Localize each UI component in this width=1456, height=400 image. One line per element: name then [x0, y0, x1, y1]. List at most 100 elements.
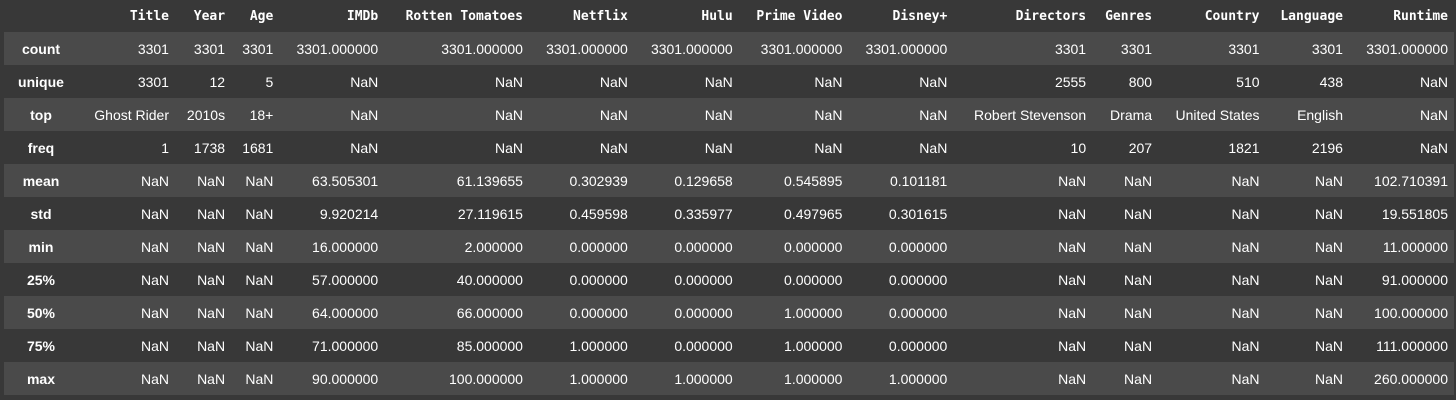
table-row: 25% NaN NaN NaN 57.000000 40.000000 0.000000 0.… [4, 263, 1454, 296]
table-cell: NaN [704, 106, 733, 123]
table-cell: 3301.000000 [441, 40, 523, 57]
table-cell: 64.000000 [312, 304, 379, 321]
table-cell: NaN [140, 304, 169, 321]
table-cell: 510 [1236, 73, 1260, 90]
table-cell: NaN [494, 106, 523, 123]
column-header: Title [78, 0, 175, 32]
column-header: Year [174, 0, 232, 32]
table-cell: NaN [1314, 271, 1343, 288]
table-cell: NaN [1314, 370, 1343, 387]
row-index-label: count [21, 40, 61, 57]
table-cell: 0.000000 [674, 271, 733, 288]
column-header: Runtime [1348, 0, 1454, 32]
table-cell: NaN [197, 304, 226, 321]
table-cell: 63.505301 [312, 172, 379, 189]
table-cell: 90.000000 [312, 370, 379, 387]
table-cell: 1681 [242, 139, 274, 156]
index-header-corner [4, 0, 78, 32]
table-cell: NaN [245, 238, 274, 255]
table-cell: 66.000000 [456, 304, 523, 321]
table-cell: 111.000000 [1376, 337, 1448, 354]
table-cell: 2010s [186, 106, 226, 123]
table-cell: 71.000000 [312, 337, 379, 354]
table-cell: NaN [1231, 238, 1260, 255]
table-cell: NaN [245, 172, 274, 189]
table-cell: NaN [1314, 304, 1343, 321]
table-cell: NaN [140, 337, 169, 354]
table-cell: Ghost Rider [94, 106, 169, 123]
table-cell: NaN [1058, 370, 1087, 387]
table-cell: 100.000000 [449, 370, 523, 387]
table-cell: NaN [1058, 172, 1087, 189]
table-cell: 438 [1319, 73, 1343, 90]
table-cell: 207 [1128, 139, 1153, 156]
table-cell: 3301 [137, 40, 169, 57]
column-header: Hulu [633, 0, 739, 32]
table-cell: 1.000000 [784, 337, 843, 354]
table-cell: 0.000000 [674, 238, 733, 255]
table-cell: 2.000000 [464, 238, 523, 255]
table-cell: 1.000000 [784, 304, 843, 321]
table-cell: NaN [599, 73, 628, 90]
column-header: Language [1265, 0, 1349, 32]
table-body: count 3301 3301 3301 3301.000000 3301.000000 3… [4, 32, 1454, 395]
column-header: Age [231, 0, 280, 32]
header-row: Title Year Age IMDb Rotten Tomatoes Netflix Hu… [4, 0, 1454, 32]
table-cell: NaN [140, 172, 169, 189]
table-cell: NaN [704, 139, 733, 156]
table-cell: NaN [1231, 271, 1260, 288]
table-cell: 1738 [193, 139, 226, 156]
column-header: Netflix [528, 0, 634, 32]
table-cell: 3301.000000 [865, 40, 948, 57]
table-cell: 3301 [1054, 40, 1087, 57]
table-cell: 0.000000 [784, 238, 843, 255]
table-cell: 91.000000 [1381, 271, 1448, 288]
table-cell: 1821 [1228, 139, 1260, 156]
table-cell: NaN [814, 73, 843, 90]
table-cell: NaN [140, 205, 169, 222]
table-cell: NaN [1124, 172, 1153, 189]
table-cell: NaN [1419, 139, 1448, 156]
table-cell: 0.545895 [784, 172, 843, 189]
table-cell: 11.000000 [1382, 238, 1448, 255]
column-header: Directors [953, 0, 1093, 32]
table-cell: 3301 [1120, 40, 1153, 57]
table-cell: 1.000000 [569, 370, 628, 387]
table-cell: 1.000000 [784, 370, 843, 387]
table-cell: 0.335977 [674, 205, 733, 222]
table-cell: 0.000000 [784, 271, 843, 288]
table-cell: 0.101181 [889, 172, 948, 189]
table-cell: NaN [1231, 337, 1260, 354]
table-cell: NaN [140, 271, 169, 288]
table-cell: NaN [350, 73, 379, 90]
table-cell: 3301.000000 [760, 40, 843, 57]
table-cell: 0.000000 [888, 337, 948, 354]
table-cell: NaN [245, 304, 274, 321]
table-cell: 2555 [1054, 73, 1087, 90]
table-cell: 0.000000 [888, 304, 948, 321]
table-cell: 3301.000000 [1366, 40, 1448, 57]
table-cell: 0.000000 [674, 304, 733, 321]
table-cell: 100.000000 [1374, 304, 1448, 321]
table-cell: NaN [1124, 337, 1153, 354]
table-cell: 3301 [137, 73, 169, 90]
table-cell: NaN [140, 370, 169, 387]
table-cell: 3301 [193, 40, 226, 57]
table-cell: NaN [1058, 337, 1087, 354]
table-cell: 16.000000 [312, 238, 379, 255]
row-index-label: min [28, 238, 54, 255]
table-cell: 0.459598 [569, 205, 628, 222]
table-cell: NaN [1419, 106, 1448, 123]
table-cell: 0.000000 [569, 304, 628, 321]
table-cell: NaN [197, 271, 226, 288]
row-index-label: 25% [26, 271, 56, 288]
table-row: mean NaN NaN NaN 63.505301 61.139655 0.302939 0… [4, 164, 1454, 197]
table-cell: NaN [919, 139, 948, 156]
table-cell: Drama [1110, 106, 1153, 123]
table-cell: NaN [245, 370, 274, 387]
table-cell: 0.129658 [674, 172, 733, 189]
row-index-label: freq [27, 139, 55, 156]
table-cell: 0.497965 [784, 205, 843, 222]
table-row: unique 3301 12 5 NaN NaN NaN NaN NaN NaN 2555 800 51… [4, 65, 1454, 98]
